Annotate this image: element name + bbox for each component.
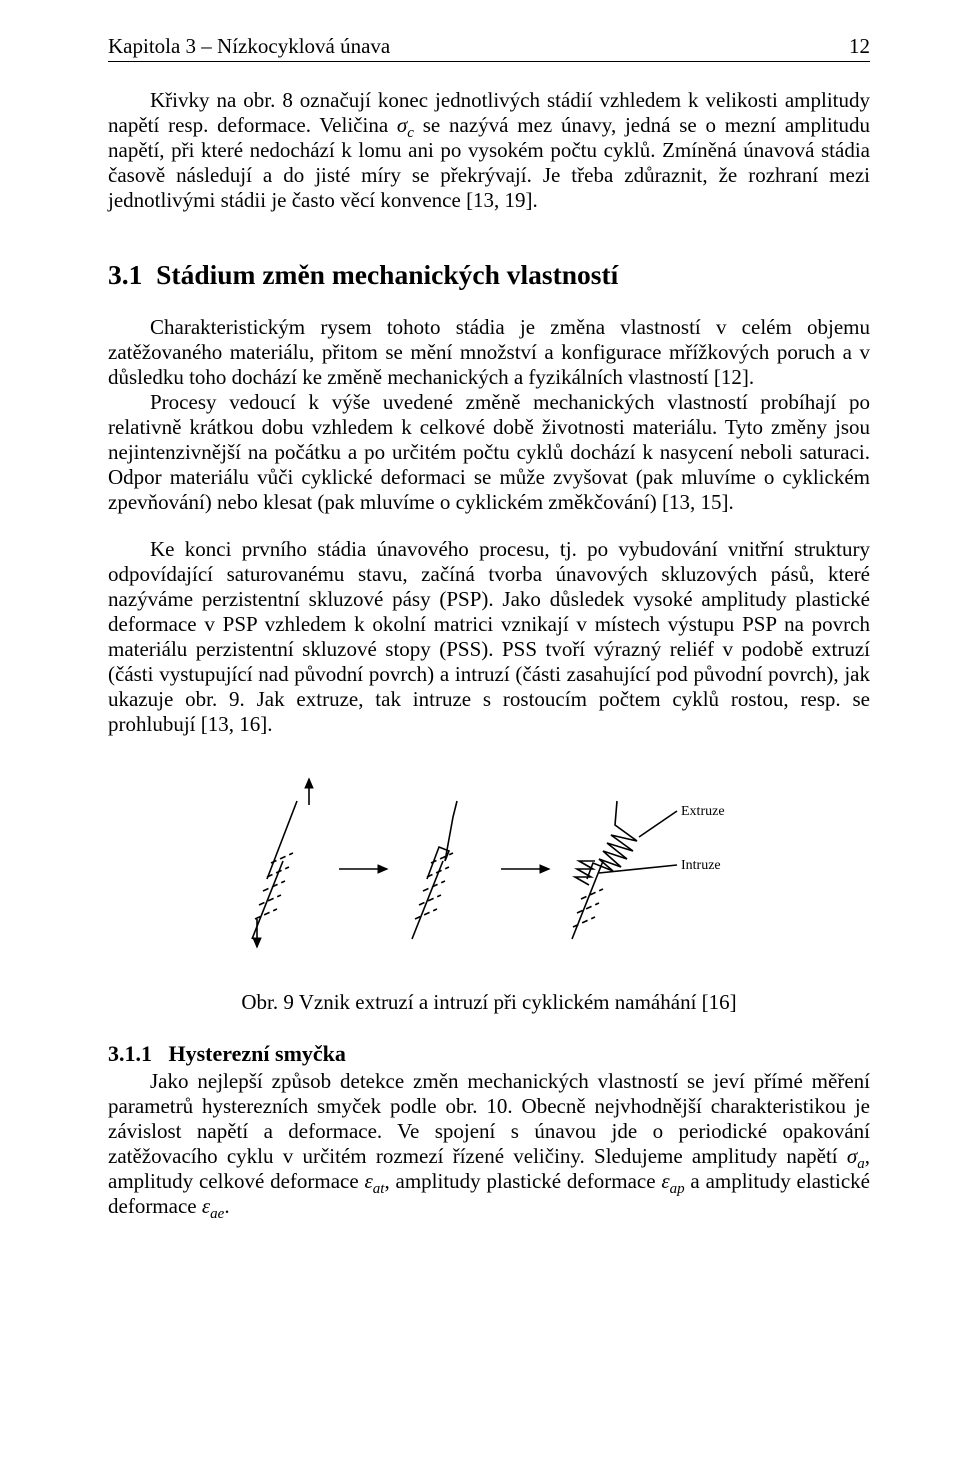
svg-text:Intruze: Intruze — [681, 858, 721, 873]
section-title: Stádium změn mechanických vlastností — [156, 259, 618, 290]
page: Kapitola 3 – Nízkocyklová únava 12 Křivk… — [0, 0, 960, 1466]
text-run: Jako nejlepší způsob detekce změn mechan… — [108, 1069, 870, 1168]
paragraph-3-1c: Ke konci prvního stádia únavového proces… — [108, 537, 870, 737]
figure-9-caption: Obr. 9 Vznik extruzí a intruzí při cykli… — [108, 990, 870, 1015]
subsection-title: Hysterezní smyčka — [169, 1041, 346, 1066]
page-number: 12 — [849, 34, 870, 59]
intro-paragraph: Křivky na obr. 8 označují konec jednotli… — [108, 88, 870, 213]
text-run: , amplitudy plastické deformace — [384, 1169, 661, 1193]
subsection-number: 3.1.1 — [108, 1041, 152, 1066]
figure-9-graphic: Extruze Intruze — [209, 759, 769, 969]
running-header: Kapitola 3 – Nízkocyklová únava 12 — [108, 34, 870, 62]
section-number: 3.1 — [108, 259, 142, 290]
section-3-1-1-heading: 3.1.1 Hysterezní smyčka — [108, 1041, 870, 1067]
figure-9: Extruze Intruze Obr. 9 Vznik extruzí a i… — [108, 759, 870, 1015]
section-3-1-heading: 3.1 Stádium změn mechanických vlastností — [108, 259, 870, 291]
svg-text:Extruze: Extruze — [681, 804, 725, 819]
paragraph-3-1b: Procesy vedoucí k výše uvedené změně mec… — [108, 390, 870, 515]
paragraph-3-1a: Charakteristickým rysem tohoto stádia je… — [108, 315, 870, 390]
text-run: . — [224, 1194, 229, 1218]
paragraph-3-1-1: Jako nejlepší způsob detekce změn mechan… — [108, 1069, 870, 1219]
header-chapter: Kapitola 3 – Nízkocyklová únava — [108, 34, 390, 59]
